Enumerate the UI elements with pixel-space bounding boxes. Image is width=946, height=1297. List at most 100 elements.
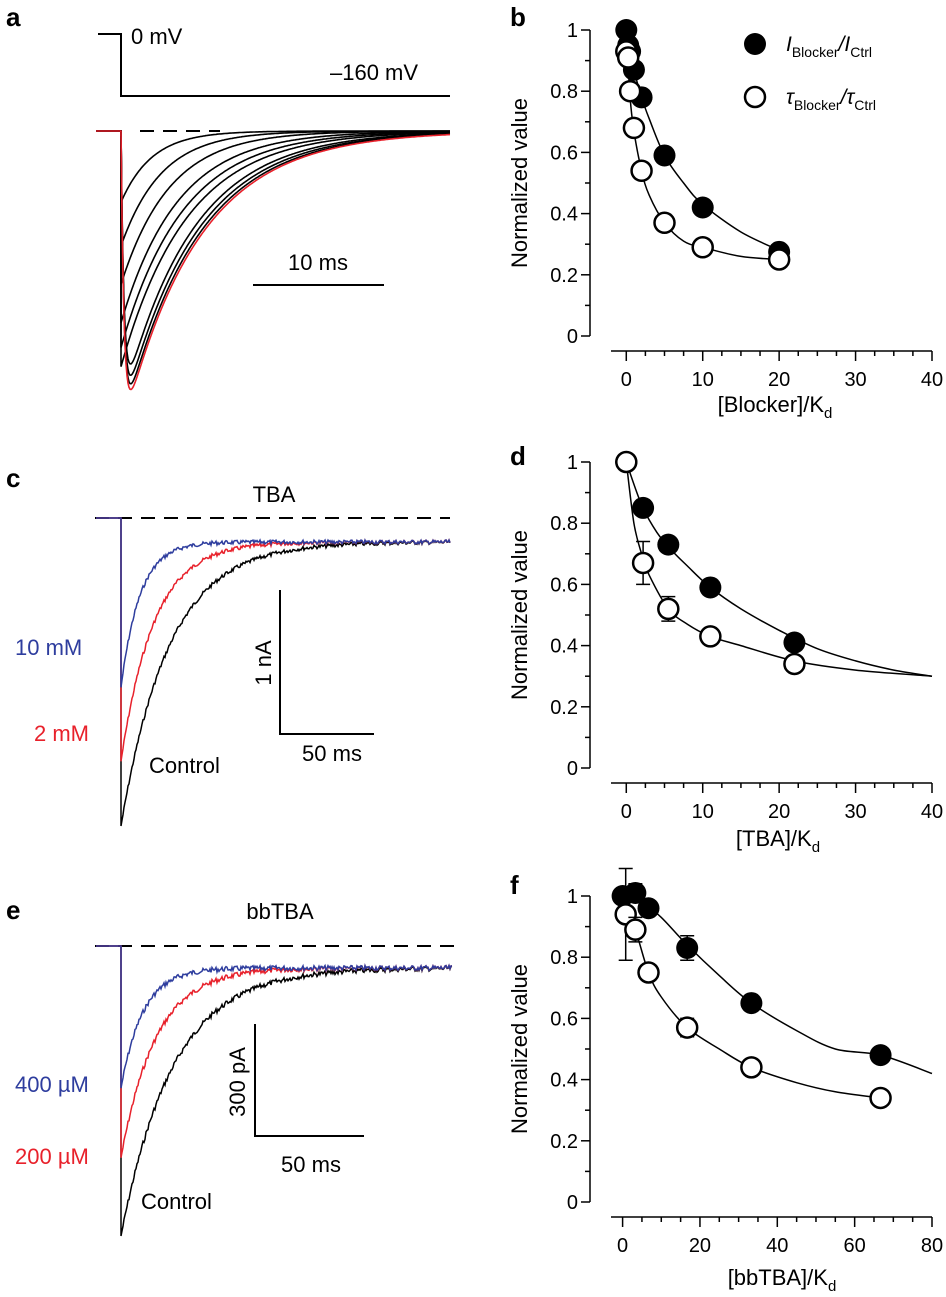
panel-letter-b: b <box>510 2 526 32</box>
data-points <box>615 450 806 676</box>
label-200um: 200 µM <box>15 1144 89 1169</box>
legend-open-marker <box>743 85 767 109</box>
time-scale-label: 10 ms <box>288 250 348 275</box>
y-tick-label: 1 <box>567 452 578 474</box>
point-open <box>657 597 680 621</box>
point-open <box>767 248 791 271</box>
current-trace-200um <box>96 945 452 1158</box>
x-axis-title: [TBA]/Kd <box>736 826 820 856</box>
panel-letter-f: f <box>510 870 519 900</box>
x-ticks: 0 10 20 30 40 <box>621 351 943 391</box>
point-filled <box>691 196 714 219</box>
current-trace-control <box>96 130 450 391</box>
point-open <box>675 1016 699 1039</box>
voltage-protocol-line <box>98 33 450 97</box>
chart-d: 0 0.2 0.4 0.6 0.8 1 0 10 20 30 40 Normalized valu… <box>507 450 943 856</box>
point-open <box>653 211 676 235</box>
y-tick-label: 0.4 <box>550 1070 578 1092</box>
point-filled <box>676 937 699 960</box>
legend-i-mid: /I <box>837 33 851 56</box>
legend-t-sub: Blocker <box>794 97 841 113</box>
time-scale-label: 50 ms <box>302 741 362 766</box>
point-filled <box>624 881 647 904</box>
point-filled <box>869 1044 892 1067</box>
protocol-hold-label: 0 mV <box>131 24 183 49</box>
current-trace-8 <box>96 130 450 385</box>
y-axis-title: Normalized value <box>507 98 532 268</box>
y-tick-label: 0.4 <box>550 204 578 226</box>
y-tick-label: 0.6 <box>550 1008 578 1030</box>
point-open <box>783 652 806 676</box>
y-ticks: 0 0.2 0.4 0.6 0.8 1 <box>550 886 590 1214</box>
point-open <box>637 961 660 984</box>
point-open <box>740 1056 763 1079</box>
y-tick-label: 0.2 <box>550 265 578 287</box>
x-axis-title-main: [TBA]/K <box>736 826 812 851</box>
legend-t-mid: /τ <box>839 86 856 109</box>
x-tick-label: 20 <box>689 1235 711 1257</box>
y-ticks: 0 0.2 0.4 0.6 0.8 1 <box>550 452 590 780</box>
current-trace-5 <box>96 130 450 367</box>
y-axis-title: Normalized value <box>507 964 532 1134</box>
x-tick-label: 30 <box>844 369 866 391</box>
legend-i-sub2: Ctrl <box>850 44 872 60</box>
y-tick-label: 0 <box>567 326 578 348</box>
legend-entry-tau: τBlocker/τCtrl <box>786 86 876 113</box>
panel-c: TBA 10 mM 2 mM Control 1 nA 50 ms <box>15 482 451 827</box>
panel-a: 0 mV –160 mV 10 ms <box>96 24 451 391</box>
point-filled <box>637 897 660 920</box>
legend-t-main: τ <box>786 86 795 109</box>
y-tick-label: 0.6 <box>550 574 578 596</box>
y-tick-label: 1 <box>567 886 578 908</box>
x-tick-label: 0 <box>621 801 632 823</box>
point-open <box>691 236 714 259</box>
fit-curves <box>625 461 933 677</box>
label-2mm: 2 mM <box>34 721 89 746</box>
y-tick-label: 0.8 <box>550 947 578 969</box>
legend-filled-marker <box>744 33 766 55</box>
x-tick-label: 40 <box>921 801 943 823</box>
current-trace-6 <box>96 130 451 365</box>
panel-letter-d: d <box>510 441 526 471</box>
x-axis-title: [bbTBA]/Kd <box>728 1265 837 1295</box>
point-filled <box>657 533 680 556</box>
point-open <box>624 918 647 941</box>
label-control: Control <box>141 1189 212 1214</box>
current-traces-e <box>96 945 453 1237</box>
x-ticks: 0 20 40 60 80 <box>617 1217 943 1257</box>
current-traces-c <box>96 517 451 827</box>
y-tick-label: 0.8 <box>550 81 578 103</box>
trace-title-tba: TBA <box>253 482 296 507</box>
y-tick-label: 0.4 <box>550 636 578 658</box>
y-tick-label: 1 <box>567 20 578 42</box>
point-open <box>699 625 722 648</box>
point-open <box>630 159 653 183</box>
point-filled <box>699 576 722 599</box>
fit-curve-1 <box>625 461 933 677</box>
data-points <box>611 867 892 1110</box>
x-tick-label: 10 <box>692 801 714 823</box>
y-tick-label: 0 <box>567 1192 578 1214</box>
x-axis-title-sub: d <box>812 839 820 856</box>
fit-curve-1 <box>621 895 881 1099</box>
fit-curves <box>621 895 933 1099</box>
point-open <box>618 79 642 103</box>
current-trace-400um <box>96 945 453 1089</box>
y-ticks: 0 0.2 0.4 0.6 0.8 1 <box>550 20 590 348</box>
current-trace-1 <box>96 130 450 247</box>
y-tick-label: 0.2 <box>550 697 578 719</box>
point-filled <box>783 631 806 654</box>
point-open <box>615 450 638 474</box>
fit-curve-1 <box>625 29 780 261</box>
amp-scale-label: 1 nA <box>251 640 276 686</box>
x-tick-label: 60 <box>844 1235 866 1257</box>
x-tick-label: 80 <box>921 1235 943 1257</box>
fit-curves <box>625 29 780 261</box>
legend-t-sub2: Ctrl <box>854 97 876 113</box>
current-trace-0 <box>96 130 450 203</box>
fit-curve-0 <box>625 461 933 677</box>
current-traces-a <box>96 130 451 391</box>
point-filled <box>740 992 763 1015</box>
x-tick-label: 0 <box>617 1235 628 1257</box>
